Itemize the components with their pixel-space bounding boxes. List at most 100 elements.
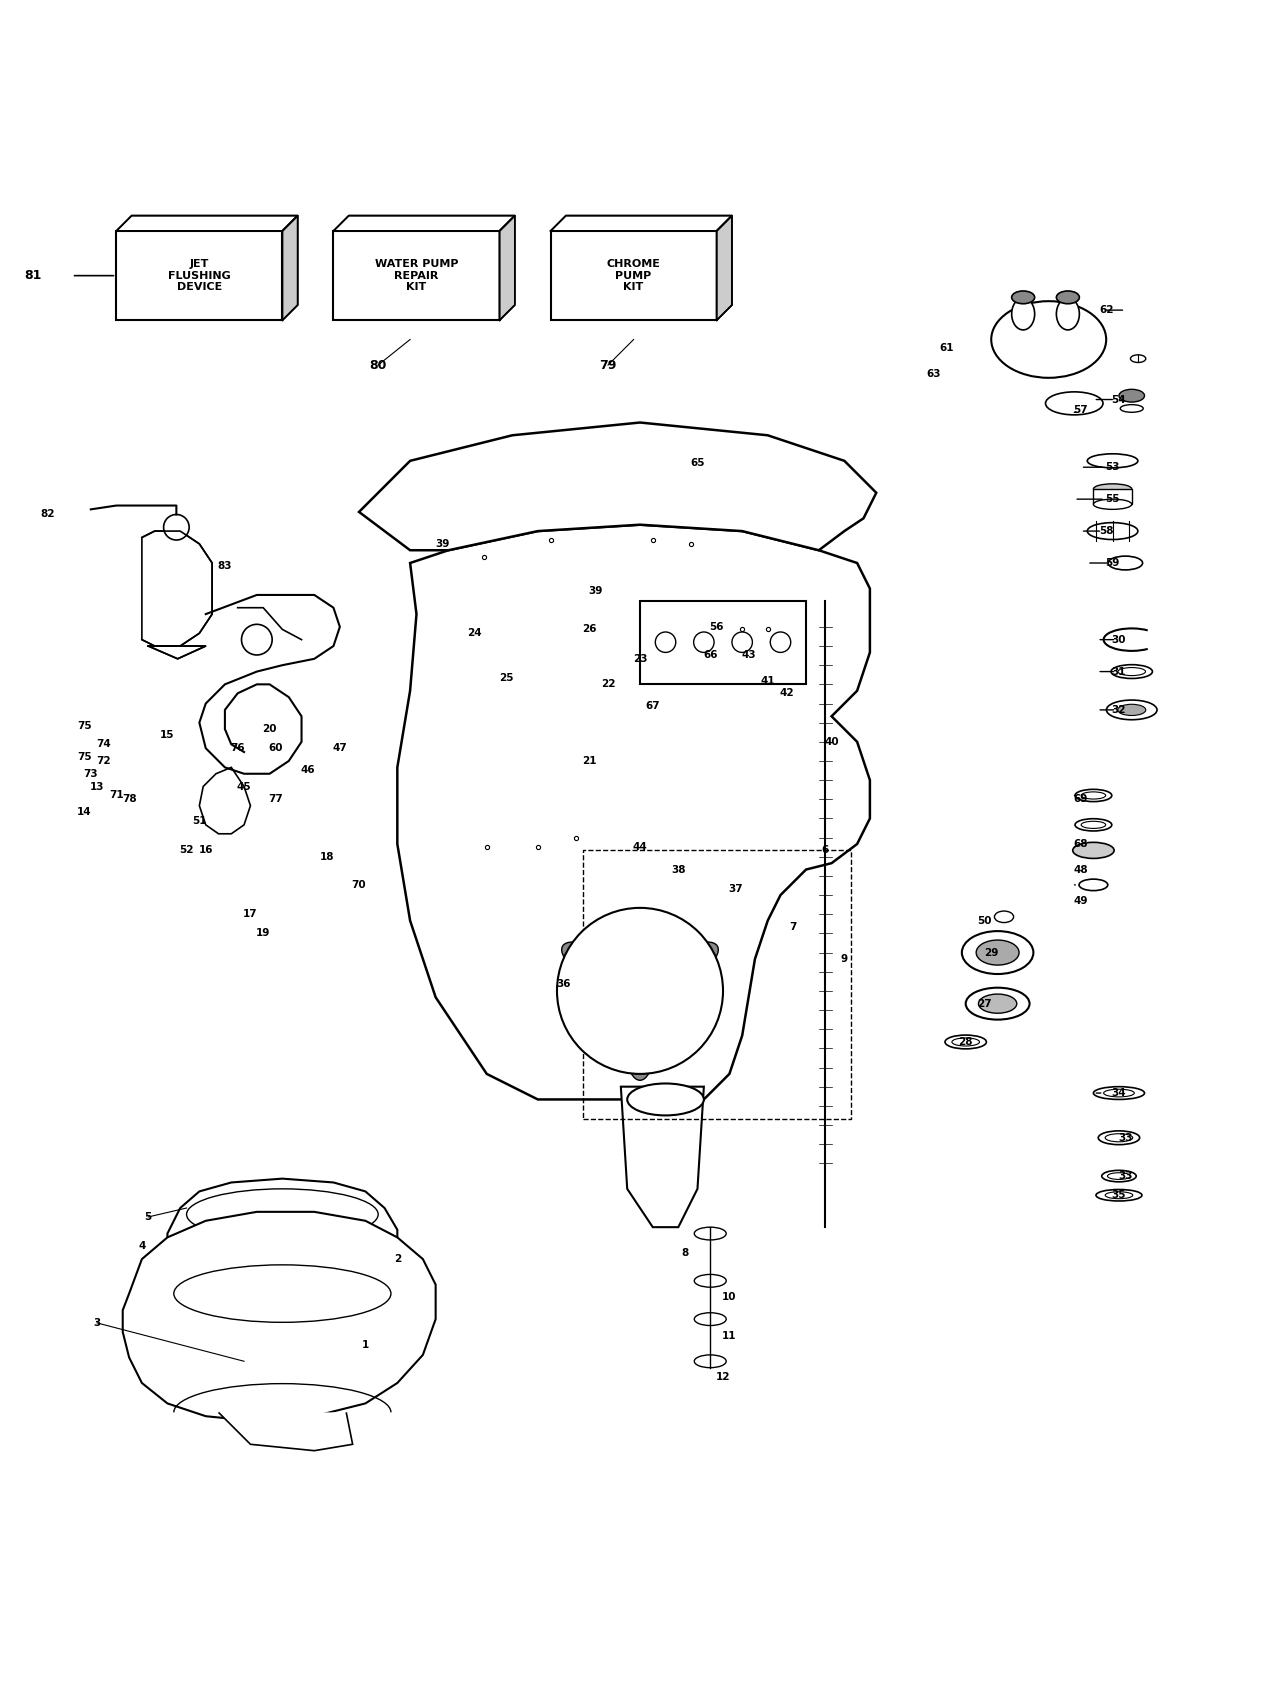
- Text: 53: 53: [1106, 463, 1120, 473]
- Text: 2: 2: [394, 1254, 401, 1264]
- Text: 30: 30: [1112, 635, 1126, 645]
- Ellipse shape: [174, 1264, 390, 1322]
- Text: 72: 72: [96, 756, 111, 766]
- Text: 46: 46: [301, 765, 315, 775]
- Text: 27: 27: [978, 999, 992, 1009]
- Text: 73: 73: [83, 768, 99, 778]
- Ellipse shape: [1075, 790, 1112, 802]
- Text: 3: 3: [93, 1318, 101, 1328]
- Ellipse shape: [1108, 555, 1143, 571]
- Ellipse shape: [1056, 299, 1079, 329]
- Text: 23: 23: [632, 653, 648, 663]
- Ellipse shape: [977, 940, 1019, 966]
- Text: 39: 39: [588, 586, 603, 596]
- Ellipse shape: [187, 1188, 378, 1241]
- Ellipse shape: [694, 1355, 726, 1367]
- Text: 56: 56: [709, 621, 724, 631]
- Polygon shape: [717, 216, 732, 321]
- Text: 80: 80: [370, 358, 387, 371]
- Circle shape: [164, 515, 189, 540]
- Ellipse shape: [1096, 1190, 1142, 1200]
- Ellipse shape: [1098, 1131, 1139, 1144]
- Text: 75: 75: [77, 721, 92, 731]
- Text: 9: 9: [841, 954, 847, 964]
- Text: 68: 68: [1074, 839, 1088, 849]
- Text: 65: 65: [690, 459, 705, 468]
- Text: 62: 62: [1100, 306, 1114, 316]
- Ellipse shape: [1117, 704, 1146, 716]
- Text: 47: 47: [333, 743, 347, 753]
- Ellipse shape: [1117, 667, 1146, 675]
- Ellipse shape: [1011, 299, 1034, 329]
- Ellipse shape: [627, 1030, 653, 1080]
- Ellipse shape: [1082, 792, 1106, 798]
- Ellipse shape: [1119, 390, 1144, 402]
- PathPatch shape: [621, 1087, 704, 1227]
- Text: 20: 20: [262, 724, 276, 734]
- Circle shape: [655, 631, 676, 653]
- Text: 40: 40: [824, 738, 838, 746]
- Text: 45: 45: [237, 782, 251, 792]
- Ellipse shape: [1093, 500, 1132, 510]
- Ellipse shape: [1079, 879, 1107, 891]
- Text: 82: 82: [40, 510, 55, 520]
- Text: 79: 79: [599, 358, 617, 371]
- Ellipse shape: [995, 912, 1014, 923]
- Text: 29: 29: [984, 947, 998, 957]
- Text: 78: 78: [122, 795, 137, 803]
- Text: 5: 5: [145, 1212, 152, 1222]
- Text: 21: 21: [581, 756, 596, 766]
- Text: 34: 34: [1111, 1089, 1126, 1099]
- Text: 57: 57: [1074, 405, 1088, 415]
- Ellipse shape: [694, 1313, 726, 1325]
- PathPatch shape: [397, 525, 870, 1099]
- Text: 38: 38: [671, 864, 686, 874]
- Ellipse shape: [562, 942, 608, 976]
- Text: 4: 4: [138, 1241, 146, 1251]
- FancyBboxPatch shape: [334, 231, 499, 321]
- Ellipse shape: [1103, 1089, 1134, 1097]
- Polygon shape: [550, 216, 732, 231]
- Ellipse shape: [1087, 454, 1138, 468]
- Polygon shape: [334, 216, 515, 231]
- Ellipse shape: [1106, 701, 1157, 719]
- Text: 55: 55: [1106, 495, 1120, 505]
- Text: 81: 81: [24, 268, 42, 282]
- Text: 8: 8: [681, 1247, 689, 1258]
- Text: CHROME
PUMP
KIT: CHROME PUMP KIT: [607, 258, 660, 292]
- Circle shape: [694, 631, 714, 653]
- Text: 15: 15: [160, 731, 174, 741]
- Text: 16: 16: [198, 846, 212, 856]
- Text: 37: 37: [728, 885, 744, 893]
- Ellipse shape: [1087, 523, 1138, 540]
- PathPatch shape: [219, 1413, 352, 1450]
- Polygon shape: [142, 532, 212, 647]
- Text: 28: 28: [959, 1036, 973, 1047]
- Ellipse shape: [1130, 354, 1146, 363]
- Text: JET
FLUSHING
DEVICE: JET FLUSHING DEVICE: [168, 258, 230, 292]
- Text: 59: 59: [1106, 559, 1120, 567]
- Ellipse shape: [1093, 1087, 1144, 1099]
- FancyBboxPatch shape: [116, 231, 283, 321]
- Text: 41: 41: [760, 675, 774, 685]
- Text: 36: 36: [556, 979, 571, 989]
- Polygon shape: [116, 216, 298, 231]
- Text: 44: 44: [632, 842, 648, 851]
- Ellipse shape: [1075, 819, 1112, 830]
- Text: 67: 67: [645, 701, 660, 711]
- Text: 63: 63: [927, 370, 941, 380]
- Text: 74: 74: [96, 739, 111, 749]
- Text: 75: 75: [77, 753, 92, 763]
- Text: 14: 14: [77, 807, 92, 817]
- Text: 7: 7: [790, 922, 797, 932]
- Text: 77: 77: [269, 795, 283, 803]
- Polygon shape: [283, 216, 298, 321]
- FancyBboxPatch shape: [550, 231, 717, 321]
- Text: 54: 54: [1111, 395, 1126, 405]
- FancyBboxPatch shape: [640, 601, 806, 684]
- Ellipse shape: [1102, 1170, 1137, 1182]
- Ellipse shape: [1046, 392, 1103, 415]
- Circle shape: [732, 631, 753, 653]
- Text: 24: 24: [467, 628, 481, 638]
- Ellipse shape: [694, 1274, 726, 1288]
